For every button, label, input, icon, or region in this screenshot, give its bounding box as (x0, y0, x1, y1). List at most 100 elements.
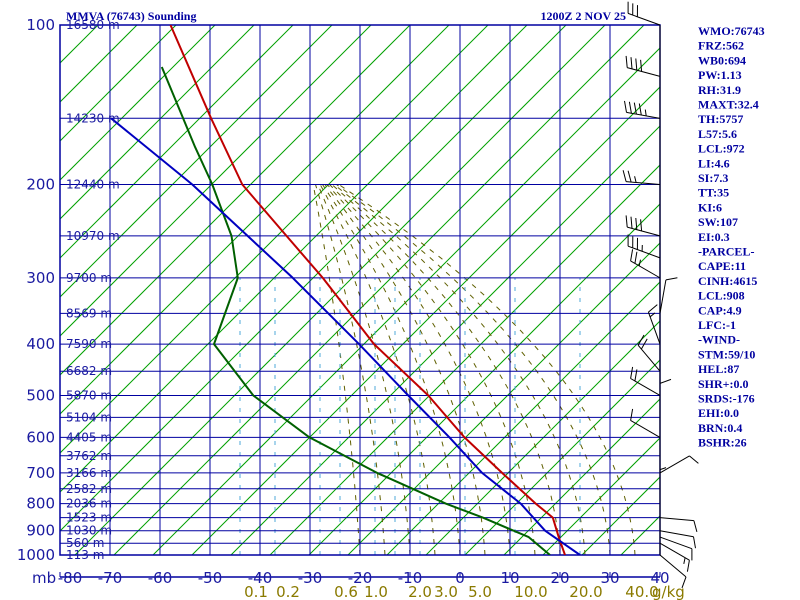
dry-adiabat-line (74, 25, 606, 555)
temperature-tick-label: -10 (398, 569, 423, 587)
pressure-tick-label: 100 (26, 16, 55, 34)
temperature-profile (169, 25, 566, 555)
wind-barb (647, 304, 661, 345)
indices-panel: WMO:76743FRZ:562WB0:694PW:1.13RH:31.9MAX… (698, 24, 765, 450)
moist-adiabat-line (322, 184, 461, 555)
mixing-ratio-label: 0.2 (276, 583, 300, 600)
dry-adiabat-line (464, 359, 660, 555)
wind-barb (659, 530, 696, 549)
dry-adiabat-line (60, 25, 333, 298)
wind-barbs (622, 1, 699, 589)
pressure-tick-label: 400 (26, 335, 55, 353)
dry-adiabat-line (60, 25, 528, 493)
height-label: 1030 m (66, 524, 112, 538)
height-label: 560 m (66, 536, 104, 550)
pressure-tick-label: 200 (26, 176, 55, 194)
index-value: KI:6 (698, 200, 722, 214)
mb-axis-label: mb (32, 569, 56, 587)
mixing-ratio-label: 1.0 (364, 583, 388, 600)
index-value: SW:107 (698, 215, 738, 229)
dry-adiabat-line (386, 281, 660, 555)
height-label: 7590 m (66, 337, 112, 351)
wind-barb (630, 366, 661, 396)
temperature-tick-label: -30 (298, 569, 323, 587)
index-value: FRZ:562 (698, 39, 744, 53)
height-label: 12440 m (66, 178, 120, 192)
temperature-tick-label: -20 (348, 569, 373, 587)
index-value: MAXT:32.4 (698, 98, 759, 112)
index-value: SI:7.3 (698, 171, 728, 185)
parcel-profile (110, 117, 581, 555)
height-label: 6682 m (66, 364, 112, 378)
dry-adiabat-line (60, 25, 255, 220)
index-value: EHI:0.0 (698, 406, 739, 420)
temperature-tick-label: -50 (198, 569, 223, 587)
dry-adiabat-line (60, 25, 372, 337)
index-value: BRN:0.4 (698, 421, 742, 435)
index-value: PW:1.13 (698, 68, 742, 82)
index-value: CINH:4615 (698, 274, 757, 288)
mixing-ratio-unit: g/kg (652, 583, 685, 600)
height-label: 3762 m (66, 449, 112, 463)
moist-adiabat-line (326, 184, 511, 555)
mixing-ratio-label: 2.0 (408, 583, 432, 600)
index-value: WB0:694 (698, 53, 746, 67)
moist-adiabat-line (324, 184, 486, 555)
dry-adiabat-line (60, 25, 450, 415)
dry-adiabat-line (60, 25, 567, 532)
wind-barb (627, 1, 661, 26)
wind-barb (625, 55, 661, 77)
dry-adiabat-line (269, 164, 660, 555)
height-label: 9700 m (66, 271, 112, 285)
height-label: 113 m (66, 548, 104, 562)
index-value: EI:0.3 (698, 230, 730, 244)
dry-adiabat-line (503, 398, 660, 555)
mixing-ratio-label: 20.0 (569, 583, 602, 600)
wind-barb (659, 467, 667, 504)
mixing-ratio-label: 3.0 (434, 583, 458, 600)
height-label: 14230 m (66, 111, 120, 125)
valid-time: 1200Z 2 NOV 25 (541, 9, 626, 23)
temperature-tick-label: 0 (455, 569, 465, 587)
mixing-ratio-label: 10.0 (514, 583, 547, 600)
index-value: TT:35 (698, 186, 729, 200)
height-label: 10970 m (66, 229, 120, 243)
height-label: 4405 m (66, 430, 112, 444)
height-label: 8569 m (66, 306, 112, 320)
index-value: SHR+:0.0 (698, 377, 749, 391)
dry-adiabat-line (152, 47, 660, 555)
mixing-ratio-label: 5.0 (468, 583, 492, 600)
dry-adiabat-line (60, 25, 411, 376)
index-value: -WIND- (698, 333, 740, 347)
moist-adiabat-line (319, 184, 436, 555)
height-label: 2036 m (66, 497, 112, 511)
temperature-tick-label: -80 (58, 569, 83, 587)
mixing-ratio-label: 0.1 (244, 583, 268, 600)
height-label: 5870 m (66, 389, 112, 403)
wind-barb (625, 215, 661, 237)
index-value: TH:5757 (698, 112, 743, 126)
dry-adiabat-line (60, 25, 489, 454)
moist-adiabat-line (315, 184, 386, 555)
wind-barb (627, 234, 661, 259)
mixing-ratio-label: 0.6 (334, 583, 358, 600)
index-value: SRDS:-176 (698, 392, 755, 406)
height-label: 2582 m (66, 482, 112, 496)
index-value: LFC:-1 (698, 318, 736, 332)
height-label: 5104 m (66, 410, 112, 424)
index-value: WMO:76743 (698, 24, 765, 38)
index-value: -PARCEL- (698, 245, 754, 259)
pressure-tick-label: 1000 (17, 546, 55, 564)
pressure-tick-label: 300 (26, 269, 55, 287)
temperature-tick-label: -70 (98, 569, 123, 587)
index-value: BSHR:26 (698, 436, 747, 450)
dry-adiabat-line (191, 86, 660, 555)
temperature-tick-label: 30 (600, 569, 619, 587)
wind-barb (637, 334, 661, 372)
chart-title: MMVA (76743) Sounding (66, 9, 196, 23)
index-value: LCL:972 (698, 142, 745, 156)
wind-barb (659, 554, 687, 589)
